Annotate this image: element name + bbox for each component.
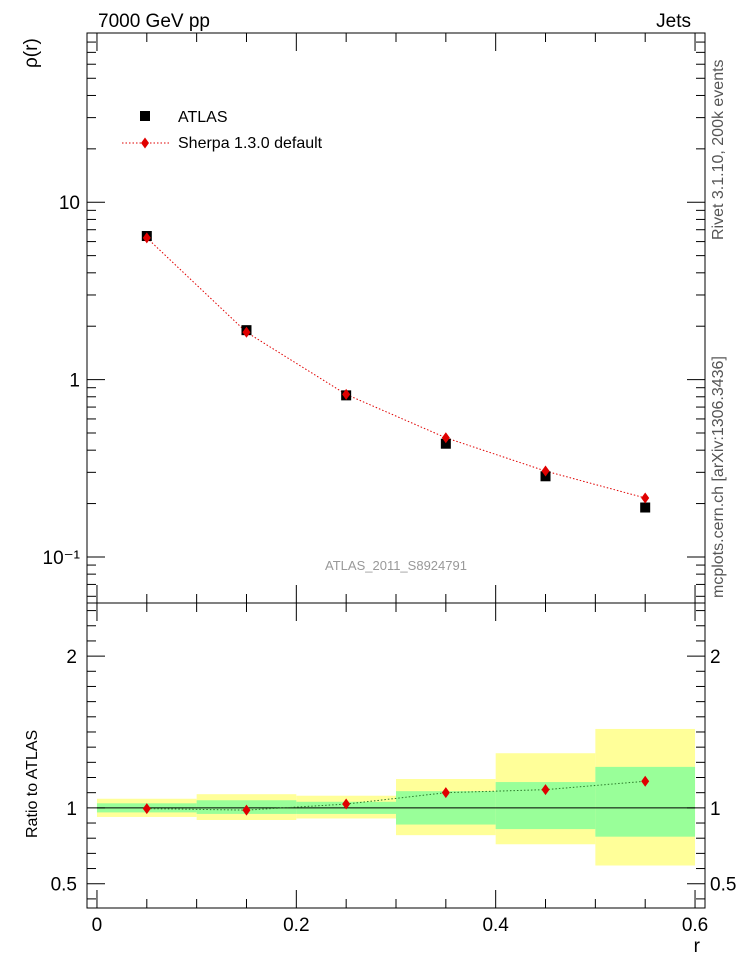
ratio-x-tick-label: 0.2 <box>283 915 309 936</box>
sherpa-data-point <box>342 388 351 400</box>
sherpa-ratio-point <box>641 775 650 787</box>
main-y-tick-label: 10 <box>59 193 80 214</box>
legend-marker-atlas <box>140 111 150 121</box>
analysis-watermark: ATLAS_2011_S8924791 <box>325 558 467 573</box>
legend-label-sherpa: Sherpa 1.3.0 default <box>178 135 323 152</box>
main-y-tick-label: 10⁻¹ <box>43 548 81 569</box>
side-label-mcplots: mcplots.cern.ch [arXiv:1306.3436] <box>710 356 727 598</box>
sherpa-ratio-point <box>541 784 550 796</box>
ratio-series-line <box>146 780 646 811</box>
ratio-panel-ticks: 0.5 0.5 1 1 2 2 0 0.2 0.4 0.6 <box>51 603 736 936</box>
sherpa-data-point <box>242 326 251 338</box>
main-series-lines <box>146 237 646 499</box>
sherpa-data-point <box>541 465 550 477</box>
legend-marker-sherpa <box>141 137 149 149</box>
ratio-y-tick-label-right: 2 <box>710 647 721 668</box>
atlas-data-point <box>640 502 651 513</box>
ratio-series-markers <box>142 775 650 816</box>
ratio-series-line-0 <box>146 780 646 811</box>
ratio-x-tick-label: 0.4 <box>482 915 509 936</box>
sherpa-ratio-point <box>142 803 151 815</box>
atlas-data-point <box>440 438 451 449</box>
sherpa-data-point <box>142 232 151 244</box>
side-label-rivet: Rivet 3.1.10, 200k events <box>710 59 727 240</box>
main-panel-ticks: 10⁻¹ 1 10 <box>43 32 705 603</box>
ratio-uncertainty-bands <box>96 728 696 866</box>
sherpa-ratio-point <box>242 804 251 816</box>
main-series-line-1 <box>146 237 646 499</box>
ratio-y-tick-label-left: 0.5 <box>51 875 77 896</box>
header-left: 7000 GeV pp <box>98 11 210 32</box>
legend: ATLAS Sherpa 1.3.0 default <box>122 109 323 152</box>
ratio-y-axis-label: Ratio to ATLAS <box>24 730 41 838</box>
ratio-y-tick-label-right: 0.5 <box>710 875 736 896</box>
sherpa-ratio-point <box>441 787 450 799</box>
x-axis-label: r <box>694 936 701 957</box>
main-series-markers <box>141 231 651 513</box>
ratio-y-tick-label-left: 1 <box>66 799 77 820</box>
sherpa-data-point <box>441 432 450 444</box>
legend-label-atlas: ATLAS <box>178 109 228 126</box>
sherpa-ratio-point <box>342 798 351 810</box>
main-y-tick-label: 1 <box>69 371 80 392</box>
sherpa-data-point <box>641 492 650 504</box>
ratio-x-tick-label: 0.6 <box>682 915 708 936</box>
header-right: Jets <box>656 11 691 32</box>
main-y-axis-label: ρ(r) <box>21 38 42 68</box>
ratio-y-tick-label-right: 1 <box>710 799 721 820</box>
ratio-y-tick-label-left: 2 <box>66 647 77 668</box>
ratio-x-tick-label: 0 <box>92 915 103 936</box>
